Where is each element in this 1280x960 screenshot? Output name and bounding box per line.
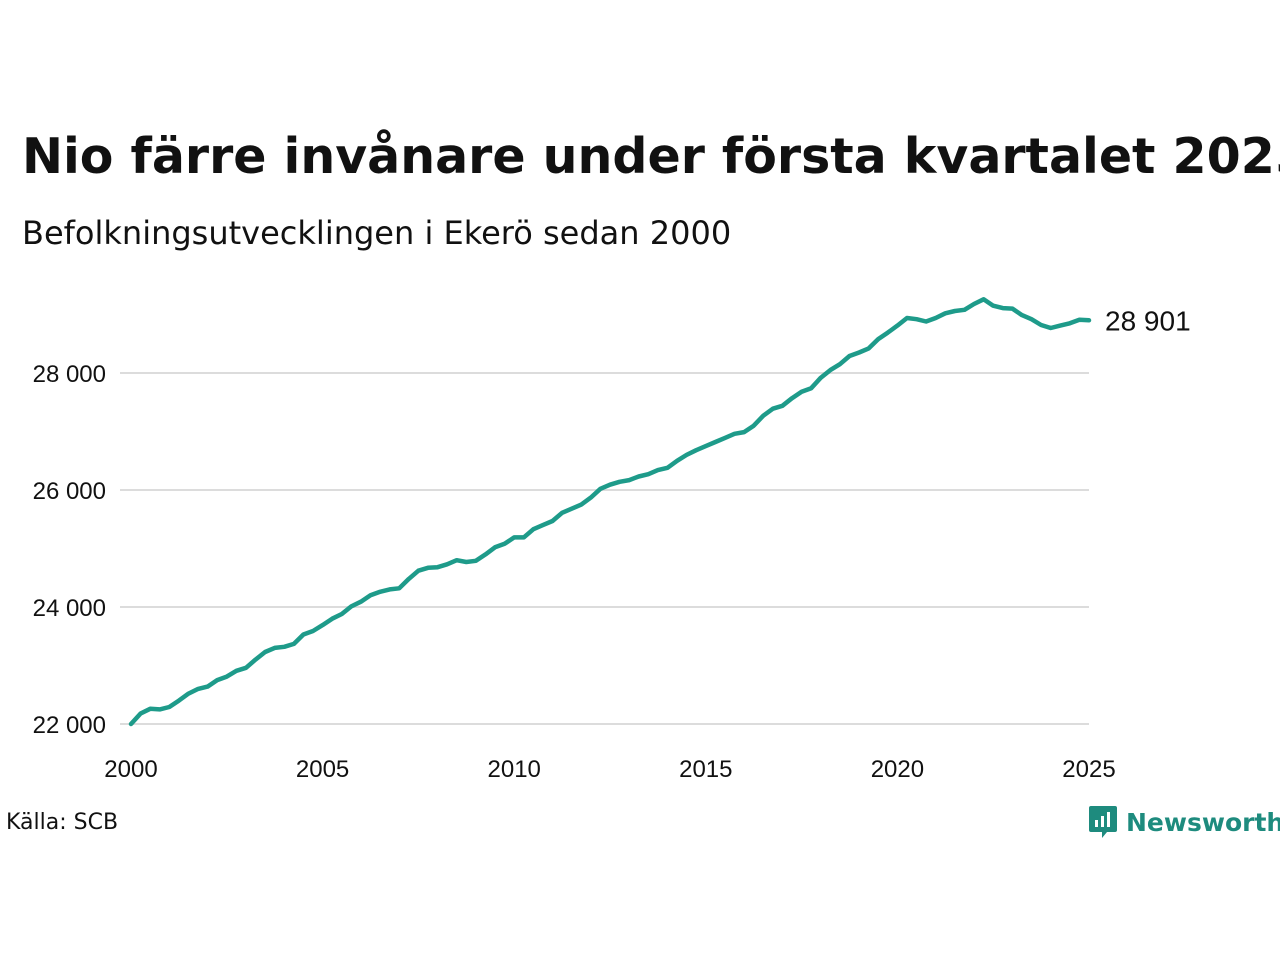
population-line [128, 297, 1092, 727]
chart-subtitle: Befolkningsutvecklingen i Ekerö sedan 20… [22, 214, 732, 252]
x-tick-label: 2015 [679, 756, 732, 783]
end-value-label: 28 901 [1105, 305, 1191, 336]
brand-name: Newsworthy [1126, 807, 1280, 837]
y-tick-label: 26 000 [33, 478, 106, 505]
x-tick-label: 2020 [871, 756, 924, 783]
x-tick-label: 2000 [104, 756, 157, 783]
y-tick-label: 24 000 [33, 595, 106, 622]
chart-title: Nio färre invånare under första kvartale… [22, 128, 1280, 185]
x-tick-label: 2010 [488, 756, 541, 783]
y-tick-label: 28 000 [33, 361, 106, 388]
end-label-layer: 28 901 [1105, 305, 1191, 336]
x-tick-label: 2025 [1062, 756, 1115, 783]
x-axis-ticks: 2000 2005 2010 2015 2020 2025 [104, 756, 1115, 783]
source-note: Källa: SCB [6, 810, 119, 835]
x-tick-label: 2005 [296, 756, 349, 783]
series-layer [128, 297, 1092, 727]
y-tick-label: 22 000 [33, 712, 106, 739]
line-chart: 22 000 24 000 26 000 28 000 2000 2005 2010 201… [33, 297, 1191, 783]
y-axis-ticks: 22 000 24 000 26 000 28 000 [33, 361, 106, 739]
gridlines [120, 372, 1089, 725]
brand-logo[interactable]: Newsworthy [1088, 804, 1280, 840]
newsworthy-logo-icon [1089, 806, 1117, 838]
